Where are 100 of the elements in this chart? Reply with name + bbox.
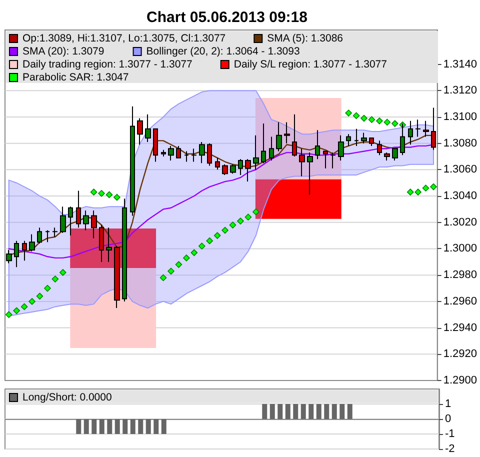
candlestick bbox=[45, 230, 50, 243]
point bbox=[384, 118, 391, 126]
candlestick bbox=[261, 123, 266, 164]
candlestick bbox=[269, 136, 274, 161]
candlestick bbox=[76, 190, 81, 228]
candlestick bbox=[400, 123, 405, 156]
candlestick bbox=[276, 122, 282, 152]
point bbox=[406, 188, 414, 196]
candlestick bbox=[323, 150, 328, 169]
point bbox=[90, 188, 98, 196]
candlestick bbox=[230, 164, 236, 174]
y-tick-label: -2 bbox=[445, 443, 455, 455]
candlestick bbox=[199, 142, 205, 164]
y-tick-label: 1.3040 bbox=[443, 190, 478, 202]
legend-label: Daily trading region: 1.3077 - 1.3077 bbox=[22, 58, 193, 70]
candlestick bbox=[6, 250, 12, 264]
y-tick-label: 1.3140 bbox=[443, 58, 478, 70]
candlestick bbox=[238, 158, 243, 176]
y-tick-label: 1.3000 bbox=[443, 242, 478, 255]
candlestick bbox=[99, 224, 104, 262]
candlestick bbox=[330, 152, 336, 169]
point bbox=[252, 208, 260, 216]
candlestick bbox=[307, 152, 313, 196]
candlestick bbox=[423, 120, 429, 138]
point bbox=[244, 214, 252, 221]
legend-label: Bollinger (20, 2): 1.3064 - 1.3093 bbox=[146, 46, 300, 58]
candlestick bbox=[284, 122, 290, 144]
point bbox=[229, 222, 236, 228]
candlestick bbox=[292, 114, 297, 157]
point bbox=[20, 303, 28, 310]
y-tick-label: 1.3060 bbox=[443, 164, 478, 176]
y-tick-label: 1.3020 bbox=[443, 216, 478, 228]
candlestick bbox=[52, 227, 58, 238]
candlestick bbox=[431, 107, 436, 150]
candlestick bbox=[191, 148, 197, 162]
point bbox=[36, 292, 44, 300]
y-tick-label: 1.2900 bbox=[443, 374, 478, 386]
candlestick bbox=[415, 119, 421, 138]
point bbox=[352, 112, 360, 120]
candlestick bbox=[29, 234, 35, 252]
y-tick-label: 1 bbox=[445, 398, 452, 410]
candlestick bbox=[253, 134, 259, 170]
point bbox=[52, 276, 59, 282]
point bbox=[198, 242, 206, 250]
point bbox=[368, 116, 376, 123]
candlestick bbox=[215, 157, 220, 170]
candlestick bbox=[299, 148, 305, 177]
candlestick bbox=[369, 138, 374, 146]
point bbox=[175, 261, 182, 268]
point bbox=[190, 249, 198, 256]
candlestick bbox=[168, 145, 174, 161]
candlestick bbox=[384, 152, 390, 161]
candlestick bbox=[245, 158, 251, 182]
candlestick bbox=[83, 210, 89, 231]
candlestick bbox=[68, 206, 73, 236]
y-tick-label: 1.3100 bbox=[443, 110, 478, 123]
legend-label: SMA (5): 1.3086 bbox=[267, 32, 344, 44]
legend-label: Op:1.3089, Hi:1.3107, Lo:1.3075, Cl:1.3077 bbox=[22, 32, 226, 44]
point bbox=[360, 114, 368, 122]
candlestick bbox=[106, 227, 112, 262]
candlestick bbox=[137, 118, 143, 146]
candlestick bbox=[161, 149, 166, 157]
point bbox=[5, 311, 12, 318]
y-tick-label: 1.2960 bbox=[443, 295, 478, 308]
candlestick bbox=[354, 128, 359, 146]
candlestick bbox=[37, 227, 42, 244]
y-tick-label: 0 bbox=[445, 413, 452, 425]
y-tick-label: -1 bbox=[445, 428, 455, 440]
legend-label: Long/Short: 0.0000 bbox=[22, 392, 112, 404]
y-tick-label: 1.2980 bbox=[443, 269, 478, 282]
chart-title: Chart 05.06.2013 09:18 bbox=[146, 9, 308, 26]
candlestick bbox=[207, 142, 212, 166]
point bbox=[183, 254, 190, 262]
point bbox=[28, 298, 36, 305]
point bbox=[60, 269, 66, 276]
candlestick bbox=[392, 148, 398, 161]
point bbox=[206, 237, 213, 244]
point bbox=[13, 307, 20, 314]
point bbox=[430, 183, 437, 190]
point bbox=[106, 191, 113, 198]
candlestick bbox=[145, 114, 151, 142]
candlestick bbox=[176, 145, 181, 158]
point bbox=[345, 110, 352, 116]
legend-label: Parabolic SAR: 1.3047 bbox=[22, 72, 129, 84]
candlestick bbox=[122, 198, 127, 302]
candlestick bbox=[408, 120, 413, 146]
point bbox=[160, 274, 167, 282]
candlestick bbox=[377, 140, 382, 156]
y-tick-label: 1.3120 bbox=[443, 84, 478, 97]
point bbox=[114, 194, 120, 201]
candlestick bbox=[153, 128, 158, 162]
point bbox=[168, 268, 174, 275]
point bbox=[214, 232, 221, 239]
candlestick bbox=[130, 106, 135, 216]
candlestick bbox=[222, 164, 228, 176]
candlestick bbox=[184, 150, 189, 162]
point bbox=[422, 184, 430, 192]
candlestick bbox=[315, 130, 320, 160]
point bbox=[237, 218, 244, 224]
point bbox=[44, 284, 51, 292]
